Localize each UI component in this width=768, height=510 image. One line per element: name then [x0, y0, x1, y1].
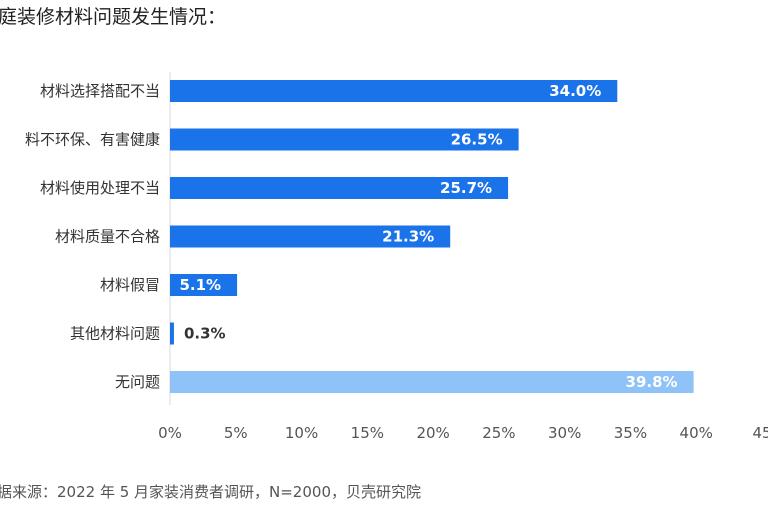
category-label: 其他材料问题 — [70, 325, 160, 343]
x-tick-label: 35% — [614, 424, 647, 442]
x-tick-label: 20% — [416, 424, 449, 442]
x-tick-label: 30% — [548, 424, 581, 442]
bar — [170, 225, 451, 248]
category-label: 材料选择搭配不当 — [40, 82, 160, 100]
category-label: 材料假冒 — [100, 276, 160, 294]
x-tick-label: 5% — [224, 424, 248, 442]
bar — [170, 80, 618, 102]
category-label: 料不环保、有害健康 — [25, 131, 160, 149]
x-tick-label: 45 — [752, 424, 768, 442]
bar-chart: 0% 5% 10% 15% 20% 25% 30% 35% 40% 45 材料选择搭配不当 34.0%… — [25, 72, 768, 442]
value-label: 0.3% — [184, 325, 226, 343]
bar — [170, 177, 509, 199]
bar — [170, 128, 519, 151]
value-label: 34.0% — [549, 82, 601, 100]
data-source-note: 据来源：2022 年 5 月家装消费者调研，N=2000，贝壳研究院 — [0, 483, 421, 501]
value-label: 26.5% — [451, 131, 503, 149]
x-tick-label: 25% — [482, 424, 515, 442]
category-label: 材料质量不合格 — [55, 228, 160, 246]
category-label: 无问题 — [115, 373, 160, 391]
x-tick-label: 40% — [680, 424, 713, 442]
value-label: 39.8% — [626, 373, 678, 391]
value-label: 5.1% — [179, 276, 221, 294]
category-label: 材料使用处理不当 — [40, 179, 160, 197]
x-tick-label: 15% — [351, 424, 384, 442]
x-tick-label: 0% — [158, 424, 182, 442]
x-tick-label: 10% — [285, 424, 318, 442]
bar — [170, 274, 238, 296]
value-label: 21.3% — [382, 228, 434, 246]
bar — [170, 371, 694, 393]
chart-title: 庭装修材料问题发生情况： — [0, 6, 227, 28]
value-label: 25.7% — [440, 179, 492, 197]
bar — [170, 322, 174, 345]
